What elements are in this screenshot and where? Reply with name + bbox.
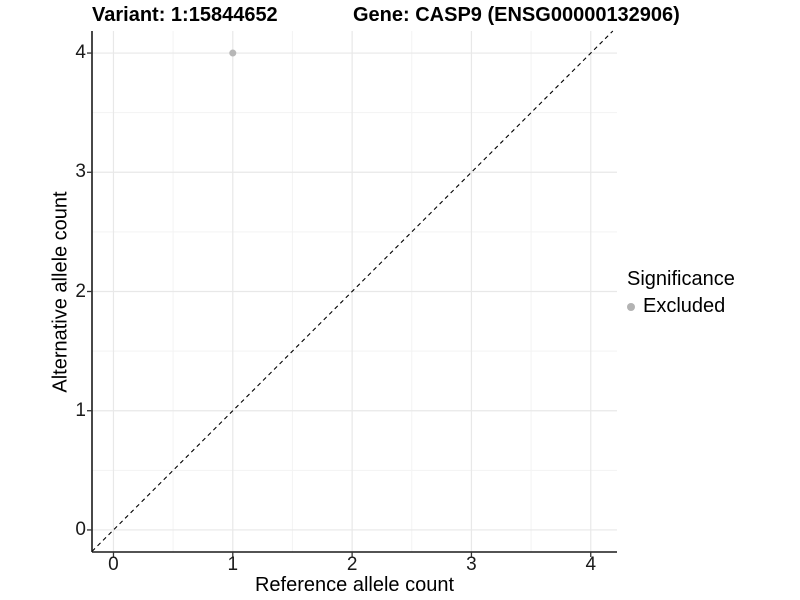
legend-item-label: Excluded — [643, 295, 726, 317]
y-tick-label: 3 — [75, 161, 86, 183]
x-tick-label: 2 — [346, 554, 358, 575]
y-tick-label: 1 — [75, 399, 86, 421]
y-tick-label: 2 — [75, 280, 86, 302]
identity-dashed-line — [91, 30, 614, 552]
legend: Significance Excluded — [627, 268, 735, 318]
y-tick-label: 0 — [75, 518, 86, 540]
gene-title: Gene: CASP9 (ENSG00000132906) — [353, 4, 680, 26]
x-axis-title: Reference allele count — [254, 574, 454, 596]
y-tick-label: 4 — [75, 42, 86, 64]
legend-item-excluded: Excluded — [627, 295, 735, 318]
x-tick-label: 1 — [227, 554, 239, 575]
data-point — [229, 49, 237, 57]
x-tick-label: 3 — [466, 554, 477, 575]
variant-title: Variant: 1:15844652 — [92, 4, 278, 26]
x-tick-label: 4 — [585, 554, 597, 575]
x-tick-label: 0 — [108, 554, 119, 575]
legend-title: Significance — [627, 268, 735, 290]
excluded-marker-icon — [627, 302, 635, 311]
